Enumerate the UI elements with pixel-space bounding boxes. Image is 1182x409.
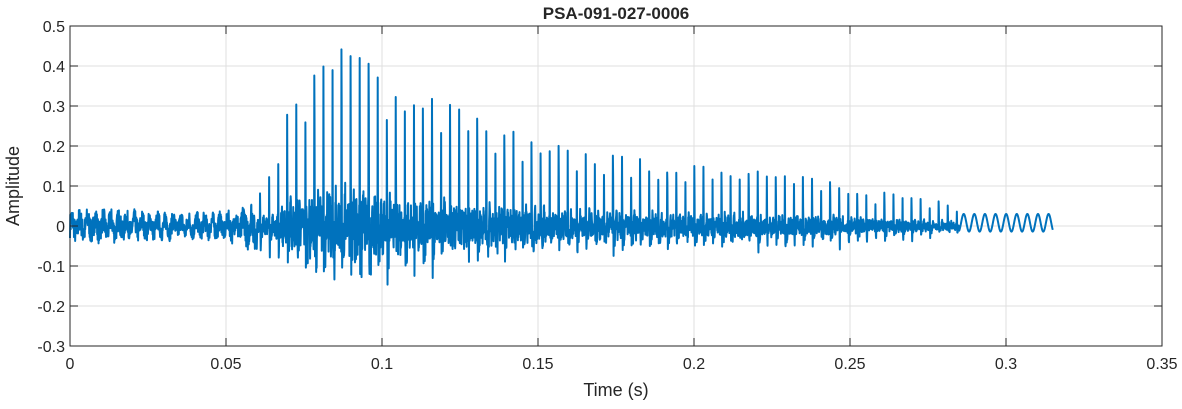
- y-tick-label: 0.4: [43, 59, 65, 76]
- y-tick-label: 0.3: [43, 99, 65, 116]
- x-tick-label: 0.15: [522, 356, 553, 373]
- y-tick-label: 0.5: [43, 19, 65, 36]
- x-axis-label: Time (s): [583, 380, 648, 400]
- y-tick-label: 0.1: [43, 179, 65, 196]
- y-tick-label: -0.2: [37, 299, 65, 316]
- waveform-line: [69, 48, 1054, 286]
- chart-title: PSA-091-027-0006: [543, 4, 689, 23]
- y-tick-label: 0.2: [43, 139, 65, 156]
- x-tick-label: 0.1: [371, 356, 393, 373]
- x-tick-label: 0: [66, 356, 75, 373]
- y-axis-label: Amplitude: [3, 146, 23, 226]
- y-tick-label: -0.1: [37, 259, 65, 276]
- y-tick-label: -0.3: [37, 339, 65, 356]
- grid: [70, 26, 1162, 346]
- x-tick-label: 0.3: [995, 356, 1017, 373]
- x-tick-label: 0.25: [834, 356, 865, 373]
- y-tick-label: 0: [56, 219, 65, 236]
- plot-area: [69, 48, 1054, 286]
- x-tick-label: 0.05: [210, 356, 241, 373]
- ticks: 0 0.05 0.1 0.15 0.2 0.25 0.3 0.35 -0.3 -0.2 -0.1 0 0…: [37, 19, 1177, 373]
- x-tick-label: 0.35: [1146, 356, 1177, 373]
- x-tick-label: 0.2: [683, 356, 705, 373]
